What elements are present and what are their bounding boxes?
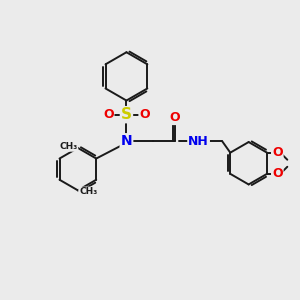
Text: O: O (140, 108, 150, 121)
Text: S: S (121, 107, 132, 122)
Text: N: N (121, 134, 132, 148)
Text: CH₃: CH₃ (59, 142, 78, 151)
Text: NH: NH (188, 135, 209, 148)
Text: O: O (170, 111, 180, 124)
Text: O: O (103, 108, 113, 121)
Text: CH₃: CH₃ (79, 187, 97, 196)
Text: O: O (272, 167, 283, 180)
Text: O: O (272, 146, 283, 159)
